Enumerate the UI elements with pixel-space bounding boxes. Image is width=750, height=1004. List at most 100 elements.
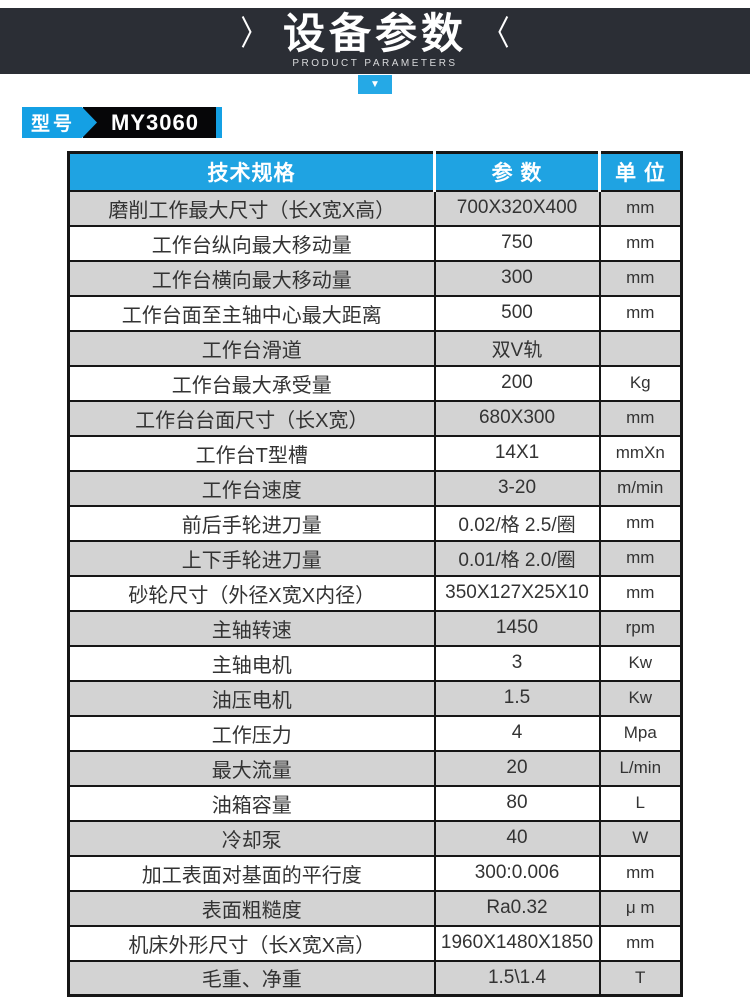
unit-cell: mm bbox=[598, 574, 683, 612]
right-chevron-icon: 〈 bbox=[482, 15, 510, 53]
value-cell: 350X127X25X10 bbox=[433, 574, 601, 612]
spec-cell: 加工表面对基面的平行度 bbox=[67, 854, 436, 892]
unit-cell: m/min bbox=[598, 469, 683, 507]
spec-cell: 砂轮尺寸（外径X宽X内径） bbox=[67, 574, 436, 612]
model-label: 型号 bbox=[22, 107, 97, 138]
unit-cell: Kw bbox=[598, 644, 683, 682]
unit-cell: mm bbox=[598, 504, 683, 542]
table-row: 上下手轮进刀量 0.01/格 2.0/圈 mm bbox=[67, 539, 683, 577]
value-cell: 680X300 bbox=[433, 399, 601, 437]
table-row: 前后手轮进刀量 0.02/格 2.5/圈 mm bbox=[67, 504, 683, 542]
value-cell: 40 bbox=[433, 819, 601, 857]
table-row: 工作台台面尺寸（长X宽） 680X300 mm bbox=[67, 399, 683, 437]
table-row: 工作台面至主轴中心最大距离 500 mm bbox=[67, 294, 683, 332]
spec-table-header: 技术规格 参 数 单 位 bbox=[67, 151, 683, 192]
table-row: 表面粗糙度 Ra0.32 μ m bbox=[67, 889, 683, 927]
value-cell: 200 bbox=[433, 364, 601, 402]
value-cell: 1960X1480X1850 bbox=[433, 924, 601, 962]
unit-cell: Kw bbox=[598, 679, 683, 717]
table-row: 工作压力 4 Mpa bbox=[67, 714, 683, 752]
banner-title: 设备参数 bbox=[282, 10, 467, 57]
spec-cell: 工作台台面尺寸（长X宽） bbox=[67, 399, 436, 437]
unit-cell: W bbox=[598, 819, 683, 857]
table-row: 机床外形尺寸（长X宽X高） 1960X1480X1850 mm bbox=[67, 924, 683, 962]
table-row: 砂轮尺寸（外径X宽X内径） 350X127X25X10 mm bbox=[67, 574, 683, 612]
spec-cell: 油箱容量 bbox=[67, 784, 436, 822]
unit-cell: μ m bbox=[598, 889, 683, 927]
unit-cell: L/min bbox=[598, 749, 683, 787]
spec-table: 技术规格 参 数 单 位 磨削工作最大尺寸（长X宽X高） 700X320X400… bbox=[67, 151, 683, 997]
header-cell-unit: 单 位 bbox=[598, 151, 683, 192]
unit-cell: L bbox=[598, 784, 683, 822]
table-row: 冷却泵 40 W bbox=[67, 819, 683, 857]
value-cell: 750 bbox=[433, 224, 601, 262]
table-row: 油压电机 1.5 Kw bbox=[67, 679, 683, 717]
unit-cell: mm bbox=[598, 224, 683, 262]
model-badge: 型号 MY3060 bbox=[22, 107, 222, 138]
value-cell: 300:0.006 bbox=[433, 854, 601, 892]
spec-cell: 上下手轮进刀量 bbox=[67, 539, 436, 577]
table-row: 磨削工作最大尺寸（长X宽X高） 700X320X400 mm bbox=[67, 189, 683, 227]
value-cell: 4 bbox=[433, 714, 601, 752]
value-cell: 700X320X400 bbox=[433, 189, 601, 227]
spec-cell: 工作台最大承受量 bbox=[67, 364, 436, 402]
value-cell: 3 bbox=[433, 644, 601, 682]
banner: 〉 设备参数 〈 PRODUCT PARAMETERS bbox=[0, 8, 750, 74]
table-row: 最大流量 20 L/min bbox=[67, 749, 683, 787]
spec-cell: 前后手轮进刀量 bbox=[67, 504, 436, 542]
table-row: 工作台速度 3-20 m/min bbox=[67, 469, 683, 507]
header-cell-value: 参 数 bbox=[433, 151, 601, 192]
spec-cell: 工作台面至主轴中心最大距离 bbox=[67, 294, 436, 332]
spec-cell: 工作压力 bbox=[67, 714, 436, 752]
table-row: 主轴转速 1450 rpm bbox=[67, 609, 683, 647]
value-cell: 14X1 bbox=[433, 434, 601, 472]
down-arrow-marker: ▼ bbox=[358, 75, 392, 94]
unit-cell: mm bbox=[598, 294, 683, 332]
spec-cell: 毛重、净重 bbox=[67, 959, 436, 997]
spec-cell: 磨削工作最大尺寸（长X宽X高） bbox=[67, 189, 436, 227]
spec-cell: 机床外形尺寸（长X宽X高） bbox=[67, 924, 436, 962]
left-chevron-icon: 〉 bbox=[240, 15, 268, 53]
value-cell: 双V轨 bbox=[433, 329, 601, 367]
value-cell: Ra0.32 bbox=[433, 889, 601, 927]
banner-title-row: 〉 设备参数 〈 bbox=[237, 13, 513, 55]
value-cell: 300 bbox=[433, 259, 601, 297]
model-number: MY3060 bbox=[83, 107, 216, 138]
header-row: 技术规格 参 数 单 位 bbox=[67, 151, 683, 192]
header-cell-spec: 技术规格 bbox=[67, 151, 436, 192]
unit-cell: mmXn bbox=[598, 434, 683, 472]
unit-cell: mm bbox=[598, 259, 683, 297]
table-row: 工作台最大承受量 200 Kg bbox=[67, 364, 683, 402]
table-row: 加工表面对基面的平行度 300:0.006 mm bbox=[67, 854, 683, 892]
value-cell: 500 bbox=[433, 294, 601, 332]
unit-cell: T bbox=[598, 959, 683, 997]
unit-cell bbox=[598, 329, 683, 367]
unit-cell: mm bbox=[598, 399, 683, 437]
unit-cell: Mpa bbox=[598, 714, 683, 752]
value-cell: 1.5\1.4 bbox=[433, 959, 601, 997]
table-row: 油箱容量 80 L bbox=[67, 784, 683, 822]
value-cell: 3-20 bbox=[433, 469, 601, 507]
unit-cell: rpm bbox=[598, 609, 683, 647]
table-row: 主轴电机 3 Kw bbox=[67, 644, 683, 682]
spec-cell: 油压电机 bbox=[67, 679, 436, 717]
model-badge-end-bar bbox=[215, 107, 222, 138]
value-cell: 20 bbox=[433, 749, 601, 787]
unit-cell: mm bbox=[598, 539, 683, 577]
banner-subtitle: PRODUCT PARAMETERS bbox=[292, 58, 458, 69]
table-row: 工作台滑道 双V轨 bbox=[67, 329, 683, 367]
unit-cell: mm bbox=[598, 189, 683, 227]
value-cell: 80 bbox=[433, 784, 601, 822]
spec-cell: 表面粗糙度 bbox=[67, 889, 436, 927]
spec-cell: 最大流量 bbox=[67, 749, 436, 787]
unit-cell: mm bbox=[598, 924, 683, 962]
spec-cell: 工作台纵向最大移动量 bbox=[67, 224, 436, 262]
unit-cell: Kg bbox=[598, 364, 683, 402]
spec-cell: 主轴转速 bbox=[67, 609, 436, 647]
spec-cell: 工作台T型槽 bbox=[67, 434, 436, 472]
spec-cell: 工作台滑道 bbox=[67, 329, 436, 367]
table-row: 工作台T型槽 14X1 mmXn bbox=[67, 434, 683, 472]
page: { "banner": { "title": "设备参数", "subtitle… bbox=[0, 8, 750, 1004]
value-cell: 0.01/格 2.0/圈 bbox=[433, 539, 601, 577]
spec-cell: 工作台速度 bbox=[67, 469, 436, 507]
